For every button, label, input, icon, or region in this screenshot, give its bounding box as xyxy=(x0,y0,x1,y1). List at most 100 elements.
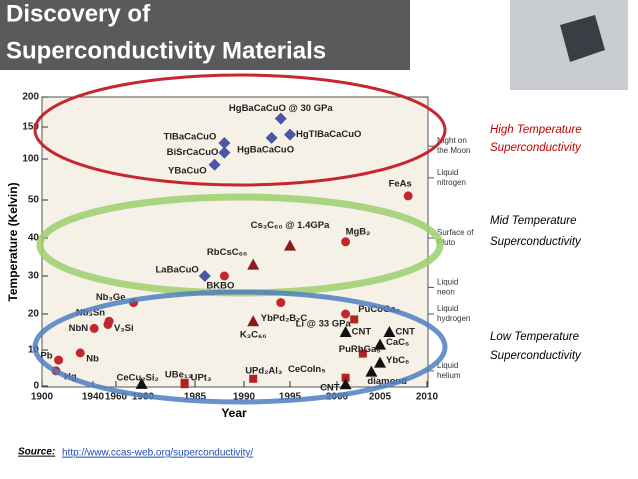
point-label: BKBO xyxy=(206,281,234,292)
point-label: Cs₃C₆₀ @ 1.4GPa xyxy=(251,220,330,231)
point xyxy=(383,326,396,337)
title-line: Superconductivity Materials xyxy=(6,37,326,64)
annotation: Superconductivity xyxy=(490,236,582,248)
point-label: CeCoIn₅ xyxy=(288,364,326,375)
x-tick-label: 1985 xyxy=(184,392,207,403)
point xyxy=(284,239,296,251)
point xyxy=(54,355,64,365)
point-label: UPt₃ xyxy=(191,373,212,384)
x-tick-label: 1990 xyxy=(233,392,256,403)
point xyxy=(365,365,378,377)
reference-label: Liquid hydrogen xyxy=(437,304,470,323)
point xyxy=(249,374,258,383)
y-tick-label: 50 xyxy=(28,195,40,206)
point-label: TlBaCaCuO xyxy=(164,132,217,143)
point xyxy=(180,380,189,389)
point-label: YbPd₂B₂C xyxy=(261,313,308,324)
point-label: UBe₁₃ xyxy=(165,369,192,380)
point xyxy=(75,348,85,358)
point xyxy=(341,237,351,247)
point-label: HgTlBaCaCuO xyxy=(296,129,361,140)
x-tick-label: 2010 xyxy=(416,392,439,403)
point-label: MgB₂ xyxy=(346,226,371,237)
point-label: Pb xyxy=(40,351,52,362)
reference-label: Liquid nitrogen xyxy=(437,168,466,187)
point-label: FeAs xyxy=(389,178,412,189)
point-label: PuRhGa₅ xyxy=(339,344,381,355)
point-label: K₃C₆₀ xyxy=(240,330,267,341)
point xyxy=(208,158,221,171)
point xyxy=(350,315,359,324)
point-label: HgBaCaCuO xyxy=(237,144,294,155)
point xyxy=(135,377,148,389)
annotation: Superconductivity xyxy=(490,142,582,154)
x-tick-label: 1940 xyxy=(82,392,105,403)
point-label: YBaCuO xyxy=(168,165,207,176)
point xyxy=(247,315,260,327)
source-label: Source: xyxy=(18,447,55,458)
annotation: Superconductivity xyxy=(490,350,582,362)
y-tick-label: 150 xyxy=(22,122,39,133)
point xyxy=(89,323,99,333)
x-tick-label: 2005 xyxy=(369,392,392,403)
x-axis-label: Year xyxy=(221,406,247,420)
point xyxy=(219,271,229,281)
title-box xyxy=(0,0,410,70)
annotation: High Temperature xyxy=(490,124,582,136)
point xyxy=(247,258,260,270)
point-label: UPd₂Al₃ xyxy=(245,365,282,376)
annotation: Mid Temperature xyxy=(490,215,577,227)
point xyxy=(198,270,211,282)
point-label: CeCu₂Si₂ xyxy=(117,372,159,383)
title-line: Discovery of xyxy=(6,0,151,27)
y-tick-label: 200 xyxy=(22,92,39,103)
point xyxy=(339,326,352,337)
point-label: PuCoGa₅ xyxy=(358,304,400,315)
point-label: NbN xyxy=(69,323,89,334)
point xyxy=(218,146,231,159)
y-tick-label: 20 xyxy=(28,309,40,320)
point-label: Li @ 33 GPa xyxy=(296,319,352,330)
x-tick-label: 1960 xyxy=(105,392,128,403)
source-link[interactable]: http://www.ccas-web.org/superconductivit… xyxy=(62,448,253,459)
point xyxy=(218,137,231,149)
reference-label: Liquid neon xyxy=(437,278,458,297)
point-label: HgBaCaCuO @ 30 GPa xyxy=(229,103,333,114)
point-label: Nb₃Sn xyxy=(76,308,105,319)
point xyxy=(358,349,367,358)
low-ellipse xyxy=(32,289,448,405)
point xyxy=(274,112,287,125)
point-label: YbC₆ xyxy=(386,355,409,366)
reference-label: Night on the Moon xyxy=(437,136,470,155)
point xyxy=(276,298,286,308)
point xyxy=(341,309,351,319)
point-label: Nb xyxy=(86,353,99,364)
point-label: CNT xyxy=(352,327,372,338)
reference-label: Liquid helium xyxy=(437,361,461,380)
reference-label: Surface of Pluto xyxy=(437,228,474,247)
y-tick-label: 0 xyxy=(33,381,39,392)
y-tick-label: 100 xyxy=(22,154,39,165)
point xyxy=(374,356,386,368)
y-axis-label: Temperature (Kelvin) xyxy=(6,182,20,301)
point xyxy=(265,131,278,144)
point xyxy=(104,316,114,326)
point-label: CNT xyxy=(395,327,415,338)
high-ellipse xyxy=(33,73,447,187)
annotation: Low Temperature xyxy=(490,331,579,343)
point-label: Nb₃Ge xyxy=(96,292,126,303)
x-tick-label: 1995 xyxy=(279,392,302,403)
point xyxy=(339,378,352,390)
x-tick-label: 1900 xyxy=(31,392,54,403)
point-label: V₃Si xyxy=(114,323,134,334)
point-label: CaC₆ xyxy=(386,337,409,348)
photo-cube xyxy=(560,15,605,62)
point xyxy=(374,338,386,350)
point xyxy=(403,191,413,201)
point xyxy=(341,373,350,382)
y-tick-label: 40 xyxy=(28,233,40,244)
plot-frame xyxy=(41,96,429,388)
point-label: LaBaCuO xyxy=(156,265,199,276)
